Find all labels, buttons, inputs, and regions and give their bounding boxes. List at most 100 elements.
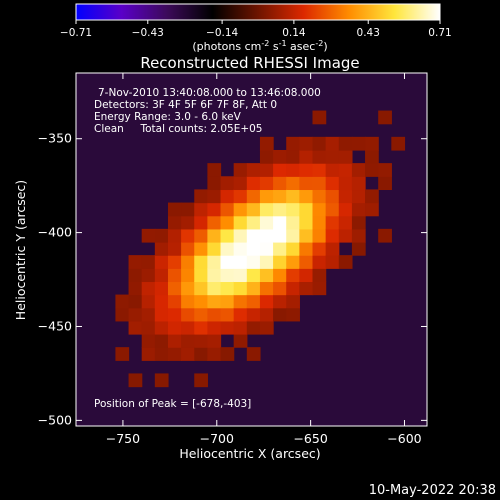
heatmap-cell bbox=[154, 347, 169, 361]
colorbar-tick-label: −0.43 bbox=[132, 27, 164, 39]
heatmap-cell bbox=[154, 228, 169, 243]
heatmap-cell bbox=[259, 136, 274, 151]
x-tick-label: −700 bbox=[200, 431, 234, 446]
heatmap-cell bbox=[181, 307, 195, 322]
heatmap-cell bbox=[286, 189, 300, 204]
heatmap-cell bbox=[312, 136, 327, 151]
heatmap-cell bbox=[233, 320, 248, 335]
heatmap-cell bbox=[246, 176, 261, 191]
heatmap-cell bbox=[299, 268, 314, 283]
heatmap-cell bbox=[259, 228, 274, 243]
heatmap-cell bbox=[273, 176, 287, 191]
heatmap-cell bbox=[312, 149, 327, 164]
heatmap-cell bbox=[338, 163, 353, 177]
heatmap-cell bbox=[141, 333, 156, 348]
heatmap-cell bbox=[312, 163, 327, 177]
heatmap-cell bbox=[207, 268, 222, 283]
heatmap-cell bbox=[299, 202, 314, 217]
heatmap-cell bbox=[233, 307, 248, 322]
heatmap-cell bbox=[233, 189, 248, 204]
heatmap-cell bbox=[246, 268, 261, 283]
heatmap-cell bbox=[325, 176, 340, 191]
heatmap-cell bbox=[338, 228, 353, 243]
heatmap-cell bbox=[207, 228, 222, 243]
heatmap-cell bbox=[233, 281, 248, 296]
heatmap-cell bbox=[351, 228, 366, 243]
heatmap-cell bbox=[207, 176, 222, 191]
heatmap-cell bbox=[325, 163, 340, 177]
heatmap-cell bbox=[194, 241, 208, 256]
heatmap-cell bbox=[233, 255, 248, 269]
heatmap-cell bbox=[220, 241, 235, 256]
heatmap-cell bbox=[220, 176, 235, 191]
heatmap-cell bbox=[194, 347, 208, 361]
heatmap-cell bbox=[220, 215, 235, 230]
heatmap-cell bbox=[325, 202, 340, 217]
heatmap-cell bbox=[286, 307, 300, 322]
heatmap-cell bbox=[167, 255, 182, 269]
heatmap-cell bbox=[325, 241, 340, 256]
x-tick-label: −750 bbox=[106, 431, 140, 446]
colorbar-tick-label: −0.71 bbox=[60, 27, 92, 39]
heatmap-cell bbox=[325, 149, 340, 164]
heatmap-cell bbox=[312, 228, 327, 243]
heatmap-cell bbox=[286, 149, 300, 164]
heatmap-cell bbox=[207, 347, 222, 361]
y-tick-label: −500 bbox=[38, 412, 72, 427]
heatmap-cell bbox=[154, 255, 169, 269]
heatmap-cell bbox=[351, 189, 366, 204]
heatmap-cell bbox=[115, 294, 130, 309]
heatmap-cell bbox=[273, 294, 287, 309]
heatmap-cell bbox=[351, 163, 366, 177]
heatmap-cell bbox=[259, 241, 274, 256]
heatmap-cell bbox=[286, 163, 300, 177]
heatmap-cell bbox=[167, 347, 182, 361]
heatmap-cell bbox=[207, 294, 222, 309]
heatmap-cell bbox=[181, 268, 195, 283]
heatmap-cell bbox=[312, 110, 327, 125]
heatmap-cell bbox=[246, 189, 261, 204]
heatmap-cell bbox=[220, 294, 235, 309]
heatmap-cell bbox=[167, 202, 182, 217]
heatmap-cell bbox=[286, 268, 300, 283]
heatmap-cell bbox=[207, 202, 222, 217]
heatmap-cell bbox=[286, 136, 300, 151]
heatmap-cell bbox=[246, 294, 261, 309]
heatmap-cell bbox=[167, 320, 182, 335]
heatmap-cell bbox=[207, 333, 222, 348]
heatmap-cell bbox=[181, 333, 195, 348]
heatmap-cell bbox=[220, 281, 235, 296]
heatmap-cell bbox=[365, 202, 379, 217]
heatmap-cell bbox=[194, 320, 208, 335]
heatmap-cell bbox=[194, 294, 208, 309]
heatmap-cell bbox=[338, 202, 353, 217]
colorbar-unit-label: (photons cm-2 s-1 asec-2) bbox=[192, 39, 327, 53]
heatmap-cell bbox=[154, 294, 169, 309]
heatmap-cell bbox=[299, 149, 314, 164]
y-tick-label: −450 bbox=[38, 318, 72, 333]
chart-title: Reconstructed RHESSI Image bbox=[140, 54, 359, 72]
heatmap-cell bbox=[273, 241, 287, 256]
heatmap-cell bbox=[246, 215, 261, 230]
heatmap-cell bbox=[167, 241, 182, 256]
heatmap-cell bbox=[312, 215, 327, 230]
heatmap-cell bbox=[259, 294, 274, 309]
heatmap-cell bbox=[325, 136, 340, 151]
heatmap-cell bbox=[207, 215, 222, 230]
heatmap-cell bbox=[286, 176, 300, 191]
heatmap-cell bbox=[233, 333, 248, 348]
heatmap-cell bbox=[299, 163, 314, 177]
heatmap-cell bbox=[128, 307, 143, 322]
heatmap-cell bbox=[181, 228, 195, 243]
heatmap-cell bbox=[286, 202, 300, 217]
heatmap-cell bbox=[194, 333, 208, 348]
heatmap-cell bbox=[141, 268, 156, 283]
heatmap-cell bbox=[220, 255, 235, 269]
heatmap-cell bbox=[154, 268, 169, 283]
colorbar-tick-label: 0.14 bbox=[282, 27, 306, 39]
heatmap-cell bbox=[312, 268, 327, 283]
heatmap-cell bbox=[259, 281, 274, 296]
heatmap-cell bbox=[154, 241, 169, 256]
heatmap-cell bbox=[128, 281, 143, 296]
heatmap-cell bbox=[115, 347, 130, 361]
